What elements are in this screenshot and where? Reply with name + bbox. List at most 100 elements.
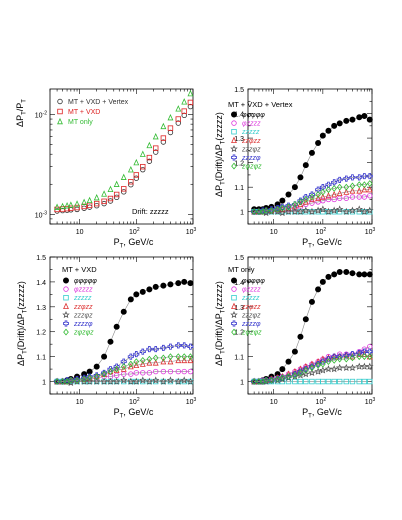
x-tick-label: 103 bbox=[186, 397, 197, 406]
data-point bbox=[107, 366, 114, 373]
data-point bbox=[331, 122, 338, 129]
legend-marker bbox=[231, 294, 237, 301]
series-line bbox=[57, 356, 191, 382]
y-ticks bbox=[50, 114, 193, 225]
data-point bbox=[319, 278, 326, 285]
y-tick-label: 1 bbox=[240, 210, 244, 217]
legend-marker bbox=[231, 286, 237, 292]
legend-label: φzzzz bbox=[74, 287, 93, 294]
data-point bbox=[302, 198, 309, 205]
data-point bbox=[251, 378, 258, 385]
data-point bbox=[361, 271, 368, 278]
data-point bbox=[120, 358, 127, 365]
data-point bbox=[120, 363, 127, 371]
legend-entry: zφzφz bbox=[231, 328, 262, 337]
data-point bbox=[127, 296, 134, 303]
legend-entry: φzzzz bbox=[231, 120, 261, 128]
legend-entry: φzzzz bbox=[231, 286, 261, 294]
data-point bbox=[315, 286, 322, 293]
data-point bbox=[152, 354, 159, 362]
data-point bbox=[325, 358, 332, 366]
x-tick-label: 103 bbox=[186, 227, 197, 236]
x-tick-label: 102 bbox=[129, 227, 140, 236]
data-point bbox=[274, 376, 281, 383]
data-point bbox=[291, 207, 299, 215]
data-point bbox=[187, 356, 194, 364]
legend-label: zzzzz bbox=[73, 295, 92, 302]
data-point bbox=[302, 193, 309, 201]
data-point bbox=[291, 348, 298, 355]
legend-marker bbox=[231, 162, 237, 170]
x-tick-label: 103 bbox=[365, 397, 376, 406]
data-point bbox=[181, 368, 187, 375]
data-point bbox=[112, 377, 121, 385]
y-tick-label: 1 bbox=[240, 380, 244, 387]
data-point bbox=[133, 370, 140, 376]
data-point bbox=[325, 196, 332, 203]
data-point bbox=[349, 209, 356, 215]
data-point bbox=[309, 364, 315, 372]
data-point bbox=[167, 368, 174, 375]
plot-frame bbox=[247, 88, 373, 225]
data-point bbox=[342, 207, 351, 215]
data-point bbox=[355, 205, 363, 213]
x-tick-label: 102 bbox=[316, 227, 327, 236]
data-point bbox=[356, 271, 363, 278]
data-point bbox=[315, 139, 322, 146]
data-point bbox=[64, 202, 70, 209]
data-point bbox=[167, 113, 174, 121]
legend-label: zzzφz bbox=[241, 312, 261, 319]
data-point bbox=[343, 378, 350, 385]
data-point bbox=[361, 378, 368, 385]
data-point bbox=[140, 370, 146, 376]
data-point bbox=[160, 344, 167, 351]
x-axis-label: PT, GeV/c bbox=[114, 407, 154, 420]
legend-label: zzzzφ bbox=[241, 155, 261, 162]
data-point bbox=[139, 356, 146, 364]
data-point bbox=[100, 377, 108, 385]
y-tick-label: 1.2 bbox=[36, 330, 46, 337]
data-point bbox=[251, 208, 257, 216]
data-point bbox=[324, 207, 333, 215]
data-point bbox=[107, 368, 114, 376]
data-point bbox=[336, 355, 343, 363]
y-axis-label: ΔPT/PT bbox=[15, 99, 28, 127]
data-point bbox=[181, 353, 188, 361]
x-axis-label: PT, GeV/c bbox=[302, 237, 342, 250]
data-point bbox=[175, 353, 182, 361]
data-point bbox=[133, 158, 140, 166]
x-tick-label: 102 bbox=[129, 397, 140, 406]
data-point bbox=[74, 376, 80, 384]
data-point bbox=[160, 354, 167, 362]
data-point bbox=[314, 206, 322, 214]
data-point bbox=[128, 179, 134, 185]
data-point bbox=[160, 135, 167, 141]
data-point bbox=[315, 191, 321, 198]
data-point bbox=[146, 286, 153, 293]
chart-panel-p2: 10 102 103 1 1.1 1.2 1.3 1.4 1.5 PT, GeV/c ΔPT(Dri… bbox=[214, 87, 376, 250]
data-point bbox=[113, 363, 120, 370]
x-tick-label: 10 bbox=[76, 399, 84, 406]
legend-marker bbox=[63, 302, 69, 310]
data-point bbox=[181, 342, 188, 349]
data-point bbox=[356, 114, 363, 121]
data-point bbox=[139, 376, 147, 384]
data-point bbox=[127, 166, 134, 173]
data-point bbox=[175, 280, 182, 287]
legend-marker bbox=[62, 310, 70, 319]
data-point bbox=[175, 342, 182, 349]
data-point bbox=[308, 207, 316, 215]
data-point bbox=[160, 139, 167, 145]
data-point bbox=[331, 209, 337, 215]
data-point bbox=[133, 175, 140, 181]
legend-entry: MT + VXD bbox=[57, 108, 100, 116]
legend: MT + VXD + Vertex MT + VXD MT only bbox=[57, 98, 129, 126]
data-point bbox=[319, 193, 326, 200]
data-point bbox=[335, 363, 344, 372]
data-point bbox=[366, 116, 373, 123]
y-tick-label: 10-2 bbox=[35, 110, 47, 119]
data-point bbox=[336, 120, 343, 127]
series-6 bbox=[251, 353, 373, 385]
series-1 bbox=[54, 99, 194, 213]
